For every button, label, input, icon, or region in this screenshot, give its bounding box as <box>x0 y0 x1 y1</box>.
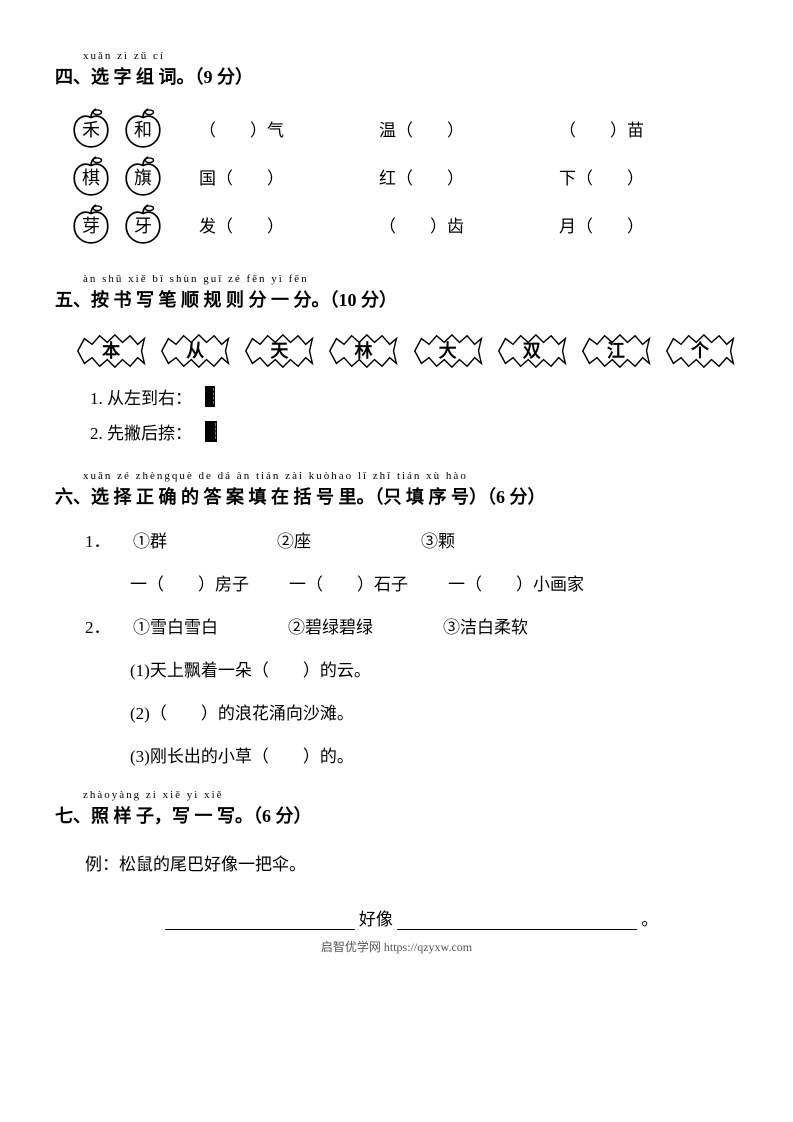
fill-blank[interactable]: 温（ ） <box>379 116 529 141</box>
leaf-char: 本 <box>102 337 120 363</box>
apple-icon: 旗 <box>122 155 164 197</box>
section-7-title: 七、照 样 子，写 一 写。（6 分） <box>55 802 738 828</box>
tianzige-box[interactable] <box>213 421 217 442</box>
leaf-char: 大 <box>439 337 457 363</box>
fill-blank[interactable]: (3)刚长出的小草（ ）的。 <box>130 742 738 767</box>
leaf-icon: 天 <box>241 330 317 372</box>
section-7: zhàoyàng zi xiě yì xiě 七、照 样 子，写 一 写。（6 … <box>55 789 738 955</box>
section4-row: 棋 旗 国（ ） 红（ ） 下（ ） <box>65 155 738 197</box>
leaf-char: 从 <box>186 337 204 363</box>
section-5-title: 五、按 书 写 笔 顺 规 则 分 一 分。（10 分） <box>55 286 738 312</box>
label-2: 2. 先撇后捺： <box>90 419 205 444</box>
fill-blank[interactable]: 国（ ） <box>199 164 349 189</box>
option: ②碧绿碧绿 <box>288 613 373 638</box>
section-4: xuǎn zì zǔ cí 四、选 字 组 词。（9 分） 禾 和 （ ）气 温（… <box>55 50 738 245</box>
leaf-char: 双 <box>523 337 541 363</box>
fill-mid: 好像 <box>359 910 393 929</box>
apple-icon: 和 <box>122 107 164 149</box>
apple-char: 禾 <box>82 116 100 142</box>
section-4-pinyin: xuǎn zì zǔ cí <box>83 50 738 62</box>
q6-1: 1． ①群 ②座 ③颗 <box>85 527 738 552</box>
option: ②座 <box>277 527 311 552</box>
section-4-title: 四、选 字 组 词。（9 分） <box>55 63 738 89</box>
leaf-char: 个 <box>691 337 709 363</box>
q6-1-blanks: 一（ ）房子 一（ ）石子 一（ ）小画家 <box>130 570 738 595</box>
row-left-to-right: 1. 从左到右： <box>90 384 738 409</box>
fill-blank[interactable]: （ ）气 <box>199 116 349 141</box>
fill-blank[interactable]: 红（ ） <box>379 164 529 189</box>
fill-blank[interactable]: （ ）苗 <box>559 116 709 141</box>
label-1: 1. 从左到右： <box>90 384 205 409</box>
section-4-grid: 禾 和 （ ）气 温（ ） （ ）苗 棋 旗 国（ ） 红（ ） 下（ ） <box>65 107 738 245</box>
option: ①群 <box>133 527 167 552</box>
q6-1-num: 1． <box>85 527 133 552</box>
leaf-char: 林 <box>354 337 372 363</box>
section-6: xuǎn zé zhèngquè de dá àn tián zài kuòha… <box>55 470 738 767</box>
leaf-icon: 双 <box>494 330 570 372</box>
section-7-pinyin: zhàoyàng zi xiě yì xiě <box>83 789 738 801</box>
fill-blank[interactable]: (2)（ ）的浪花涌向沙滩。 <box>130 699 738 724</box>
apple-char: 旗 <box>134 164 152 190</box>
q6-2-num: 2． <box>85 613 133 638</box>
leaf-char: 江 <box>607 337 625 363</box>
fill-blank[interactable]: （ ）齿 <box>379 212 529 237</box>
apple-icon: 牙 <box>122 203 164 245</box>
row-pie-na: 2. 先撇后捺： <box>90 419 738 444</box>
section-7-example: 例：松鼠的尾巴好像一把伞。 <box>85 850 738 875</box>
leaf-icon: 大 <box>410 330 486 372</box>
section4-row: 禾 和 （ ）气 温（ ） （ ）苗 <box>65 107 738 149</box>
fill-blank[interactable]: (1)天上飘着一朵（ ）的云。 <box>130 656 738 681</box>
apple-char: 芽 <box>82 212 100 238</box>
section4-row: 芽 牙 发（ ） （ ）齿 月（ ） <box>65 203 738 245</box>
fill-blank[interactable]: 一（ ）石子 <box>289 570 408 595</box>
fill-blank[interactable]: 一（ ）小画家 <box>448 570 584 595</box>
apple-char: 棋 <box>82 164 100 190</box>
apple-icon: 芽 <box>70 203 112 245</box>
apple-char: 和 <box>134 116 152 142</box>
tianzige-box[interactable] <box>211 386 215 407</box>
fill-blank[interactable]: 发（ ） <box>199 212 349 237</box>
fill-blank[interactable]: 下（ ） <box>559 164 709 189</box>
option: ③颗 <box>421 527 455 552</box>
leaf-icon: 从 <box>157 330 233 372</box>
leaf-icon: 个 <box>662 330 738 372</box>
section-6-pinyin: xuǎn zé zhèngquè de dá àn tián zài kuòha… <box>83 470 738 482</box>
fill-in-line[interactable]: 好像 。 <box>85 905 738 930</box>
q6-2: 2． ①雪白雪白 ②碧绿碧绿 ③洁白柔软 <box>85 613 738 638</box>
leaf-char: 天 <box>270 337 288 363</box>
section-5: àn shū xiě bǐ shùn guī zé fēn yì fēn 五、按… <box>55 273 738 444</box>
fill-blank[interactable]: 一（ ）房子 <box>130 570 249 595</box>
apple-icon: 禾 <box>70 107 112 149</box>
leaf-row: 本 从 天 林 大 双 江 个 <box>73 330 738 372</box>
apple-icon: 棋 <box>70 155 112 197</box>
leaf-icon: 江 <box>578 330 654 372</box>
fill-blank[interactable]: 月（ ） <box>559 212 709 237</box>
fill-end: 。 <box>641 910 658 929</box>
section-6-title: 六、选 择 正 确 的 答 案 填 在 括 号 里。（只 填 序 号）（6 分） <box>55 483 738 509</box>
apple-char: 牙 <box>134 212 152 238</box>
option: ①雪白雪白 <box>133 613 218 638</box>
footer-text: 启智优学网 https://qzyxw.com <box>55 938 738 955</box>
leaf-icon: 林 <box>325 330 401 372</box>
section-5-pinyin: àn shū xiě bǐ shùn guī zé fēn yì fēn <box>83 273 738 285</box>
leaf-icon: 本 <box>73 330 149 372</box>
option: ③洁白柔软 <box>443 613 528 638</box>
